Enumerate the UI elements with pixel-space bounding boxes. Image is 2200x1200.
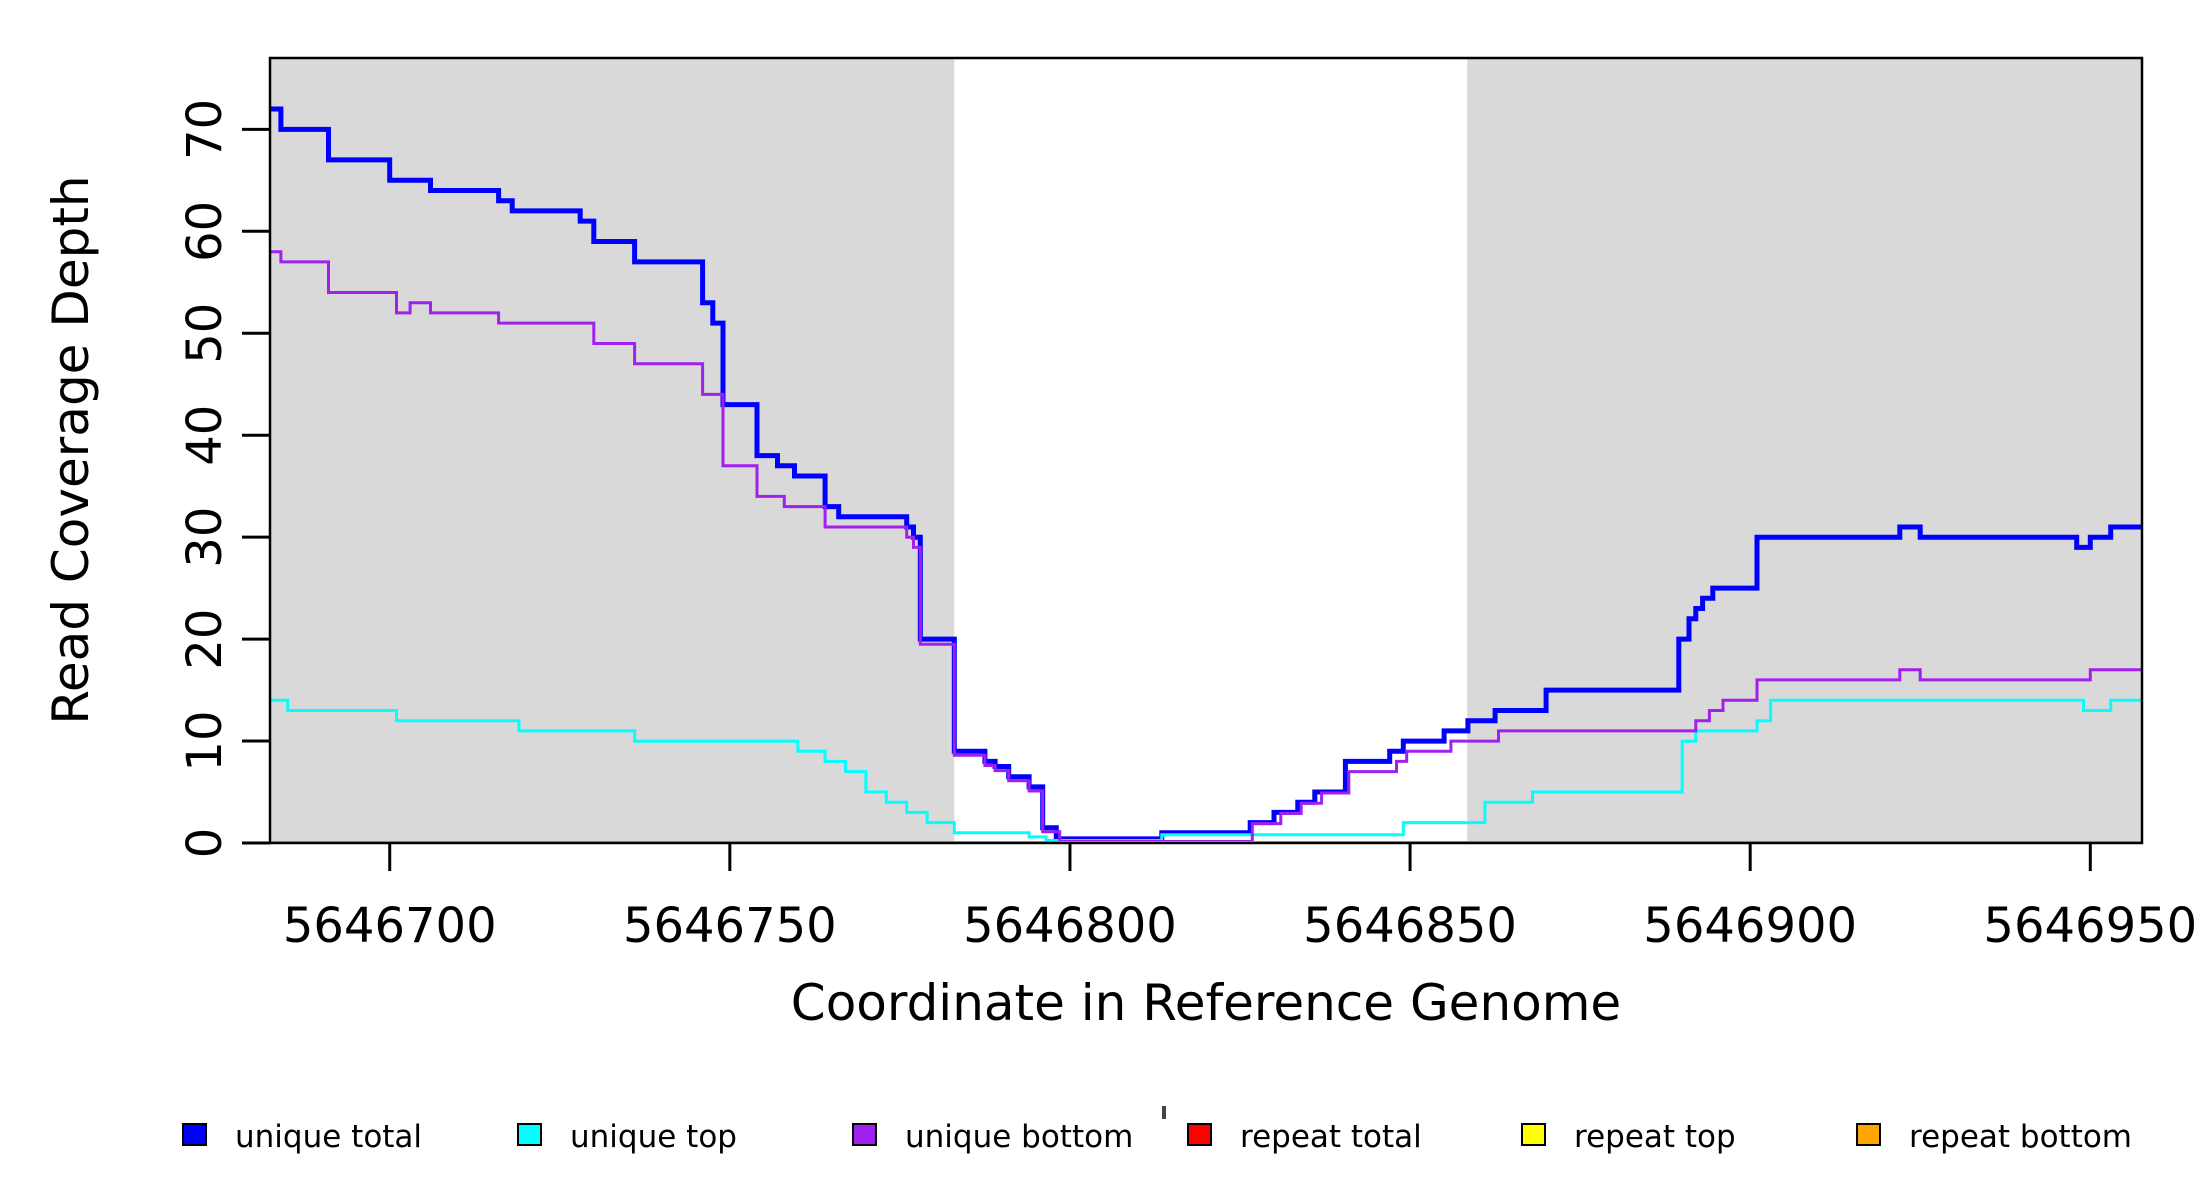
- y-tick-label: 10: [177, 711, 233, 772]
- legend: unique total unique top unique bottom repea…: [182, 1119, 2132, 1155]
- legend-item-repeat-total: repeat total: [1187, 1119, 1422, 1155]
- y-tick-label: 70: [177, 99, 233, 160]
- x-tick-label: 5646950: [1983, 898, 2197, 954]
- y-tick-label: 20: [177, 609, 233, 670]
- x-tick-label: 5646900: [1643, 898, 1857, 954]
- stray-mark: [1162, 1106, 1166, 1119]
- legend-label: repeat total: [1240, 1119, 1422, 1155]
- x-axis: 5646700 5646750 5646800 5646850 5646900 56469…: [283, 843, 2197, 954]
- legend-swatch: [852, 1123, 877, 1146]
- plot-border: [268, 56, 2144, 845]
- series-unique-bottom: [270, 250, 2142, 843]
- series-unique-top: [270, 698, 2142, 842]
- legend-swatch: [1521, 1123, 1546, 1146]
- shaded-region: [1467, 58, 2142, 843]
- series-unique-total: [270, 106, 2142, 842]
- x-axis-title: Coordinate in Reference Genome: [791, 974, 1621, 1032]
- x-tick-label: 5646800: [963, 898, 1177, 954]
- shaded-regions: [270, 58, 2142, 843]
- legend-label: unique total: [235, 1119, 422, 1155]
- y-axis-title: Read Coverage Depth: [42, 175, 100, 724]
- y-tick-label: 0: [177, 828, 233, 859]
- legend-label: repeat top: [1574, 1119, 1736, 1155]
- x-tick-label: 5646750: [623, 898, 837, 954]
- y-tick-label: 50: [177, 303, 233, 364]
- x-tick-label: 5646850: [1303, 898, 1517, 954]
- y-tick-label: 60: [177, 201, 233, 262]
- legend-swatch: [517, 1123, 542, 1146]
- legend-item-unique-total: unique total: [182, 1119, 422, 1155]
- shaded-region: [270, 58, 955, 843]
- legend-swatch: [182, 1123, 207, 1146]
- x-tick-label: 5646700: [283, 898, 497, 954]
- legend-swatch: [1187, 1123, 1212, 1146]
- y-tick-label: 40: [177, 405, 233, 466]
- legend-label: unique top: [570, 1119, 737, 1155]
- legend-item-unique-top: unique top: [517, 1119, 737, 1155]
- legend-swatch: [1856, 1123, 1881, 1146]
- series-lines: [270, 106, 2142, 843]
- y-axis: 0 10 20 30 40 50 60 70: [177, 99, 270, 858]
- legend-item-unique-bottom: unique bottom: [852, 1119, 1133, 1155]
- legend-label: unique bottom: [905, 1119, 1133, 1155]
- legend-label: repeat bottom: [1909, 1119, 2132, 1155]
- y-tick-label: 30: [177, 507, 233, 568]
- legend-item-repeat-bottom: repeat bottom: [1856, 1119, 2132, 1155]
- legend-item-repeat-top: repeat top: [1521, 1119, 1736, 1155]
